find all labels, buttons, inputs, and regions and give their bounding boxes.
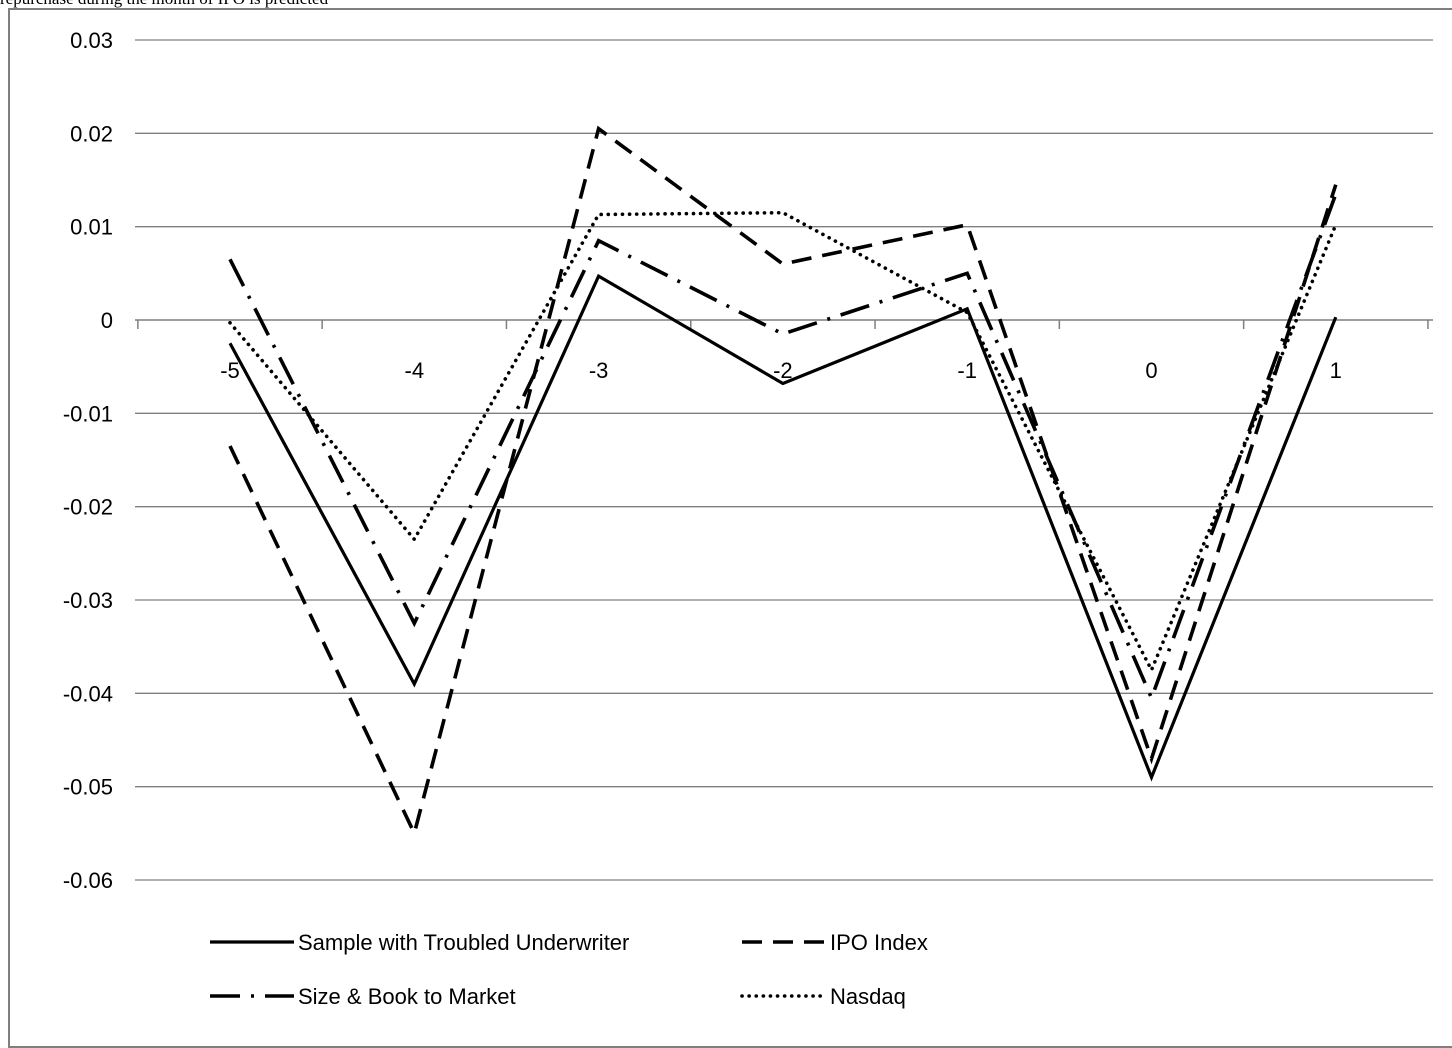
series-line-dash-dot <box>228 193 1338 703</box>
series-line-solid <box>228 273 1338 782</box>
x-axis <box>135 319 1433 329</box>
y-tick-label: -0.01 <box>63 401 113 426</box>
gridlines <box>135 39 1433 881</box>
y-tick-label: 0.03 <box>70 28 113 53</box>
x-tick-label: -5 <box>220 358 240 383</box>
x-tick-label: -3 <box>589 358 609 383</box>
series-line-dashed <box>228 125 1338 839</box>
legend-label: IPO Index <box>830 930 928 955</box>
legend-label: Sample with Troubled Underwriter <box>298 930 629 955</box>
y-tick-label: 0.01 <box>70 215 113 240</box>
y-tick-label: -0.06 <box>63 868 113 893</box>
x-tick-label: 1 <box>1330 358 1342 383</box>
chart-caption: repurchase during the month of IPO is pr… <box>0 0 328 9</box>
y-tick-label: 0 <box>101 308 113 333</box>
x-tick-label: -1 <box>957 358 977 383</box>
x-axis-tick-labels: -5 -4 -3 -2 -1 0 1 <box>220 358 1342 383</box>
x-tick-label: -2 <box>773 358 793 383</box>
y-tick-label: -0.03 <box>63 588 113 613</box>
x-tick-label: -4 <box>405 358 425 383</box>
y-tick-label: -0.04 <box>63 681 113 706</box>
legend: Sample with Troubled Underwriter IPO Inde… <box>210 930 928 1009</box>
y-tick-label: -0.05 <box>63 775 113 800</box>
series-line-dotted <box>228 210 1338 675</box>
series-lines <box>228 125 1338 839</box>
y-tick-label: -0.02 <box>63 495 113 520</box>
y-axis-tick-labels: 0.03 0.02 0.01 0 -0.01 -0.02 -0.03 -0.04 -0.05 -0… <box>63 28 113 893</box>
y-tick-label: 0.02 <box>70 121 113 146</box>
legend-label: Size & Book to Market <box>298 984 516 1009</box>
x-tick-label: 0 <box>1145 358 1157 383</box>
legend-label: Nasdaq <box>830 984 906 1009</box>
